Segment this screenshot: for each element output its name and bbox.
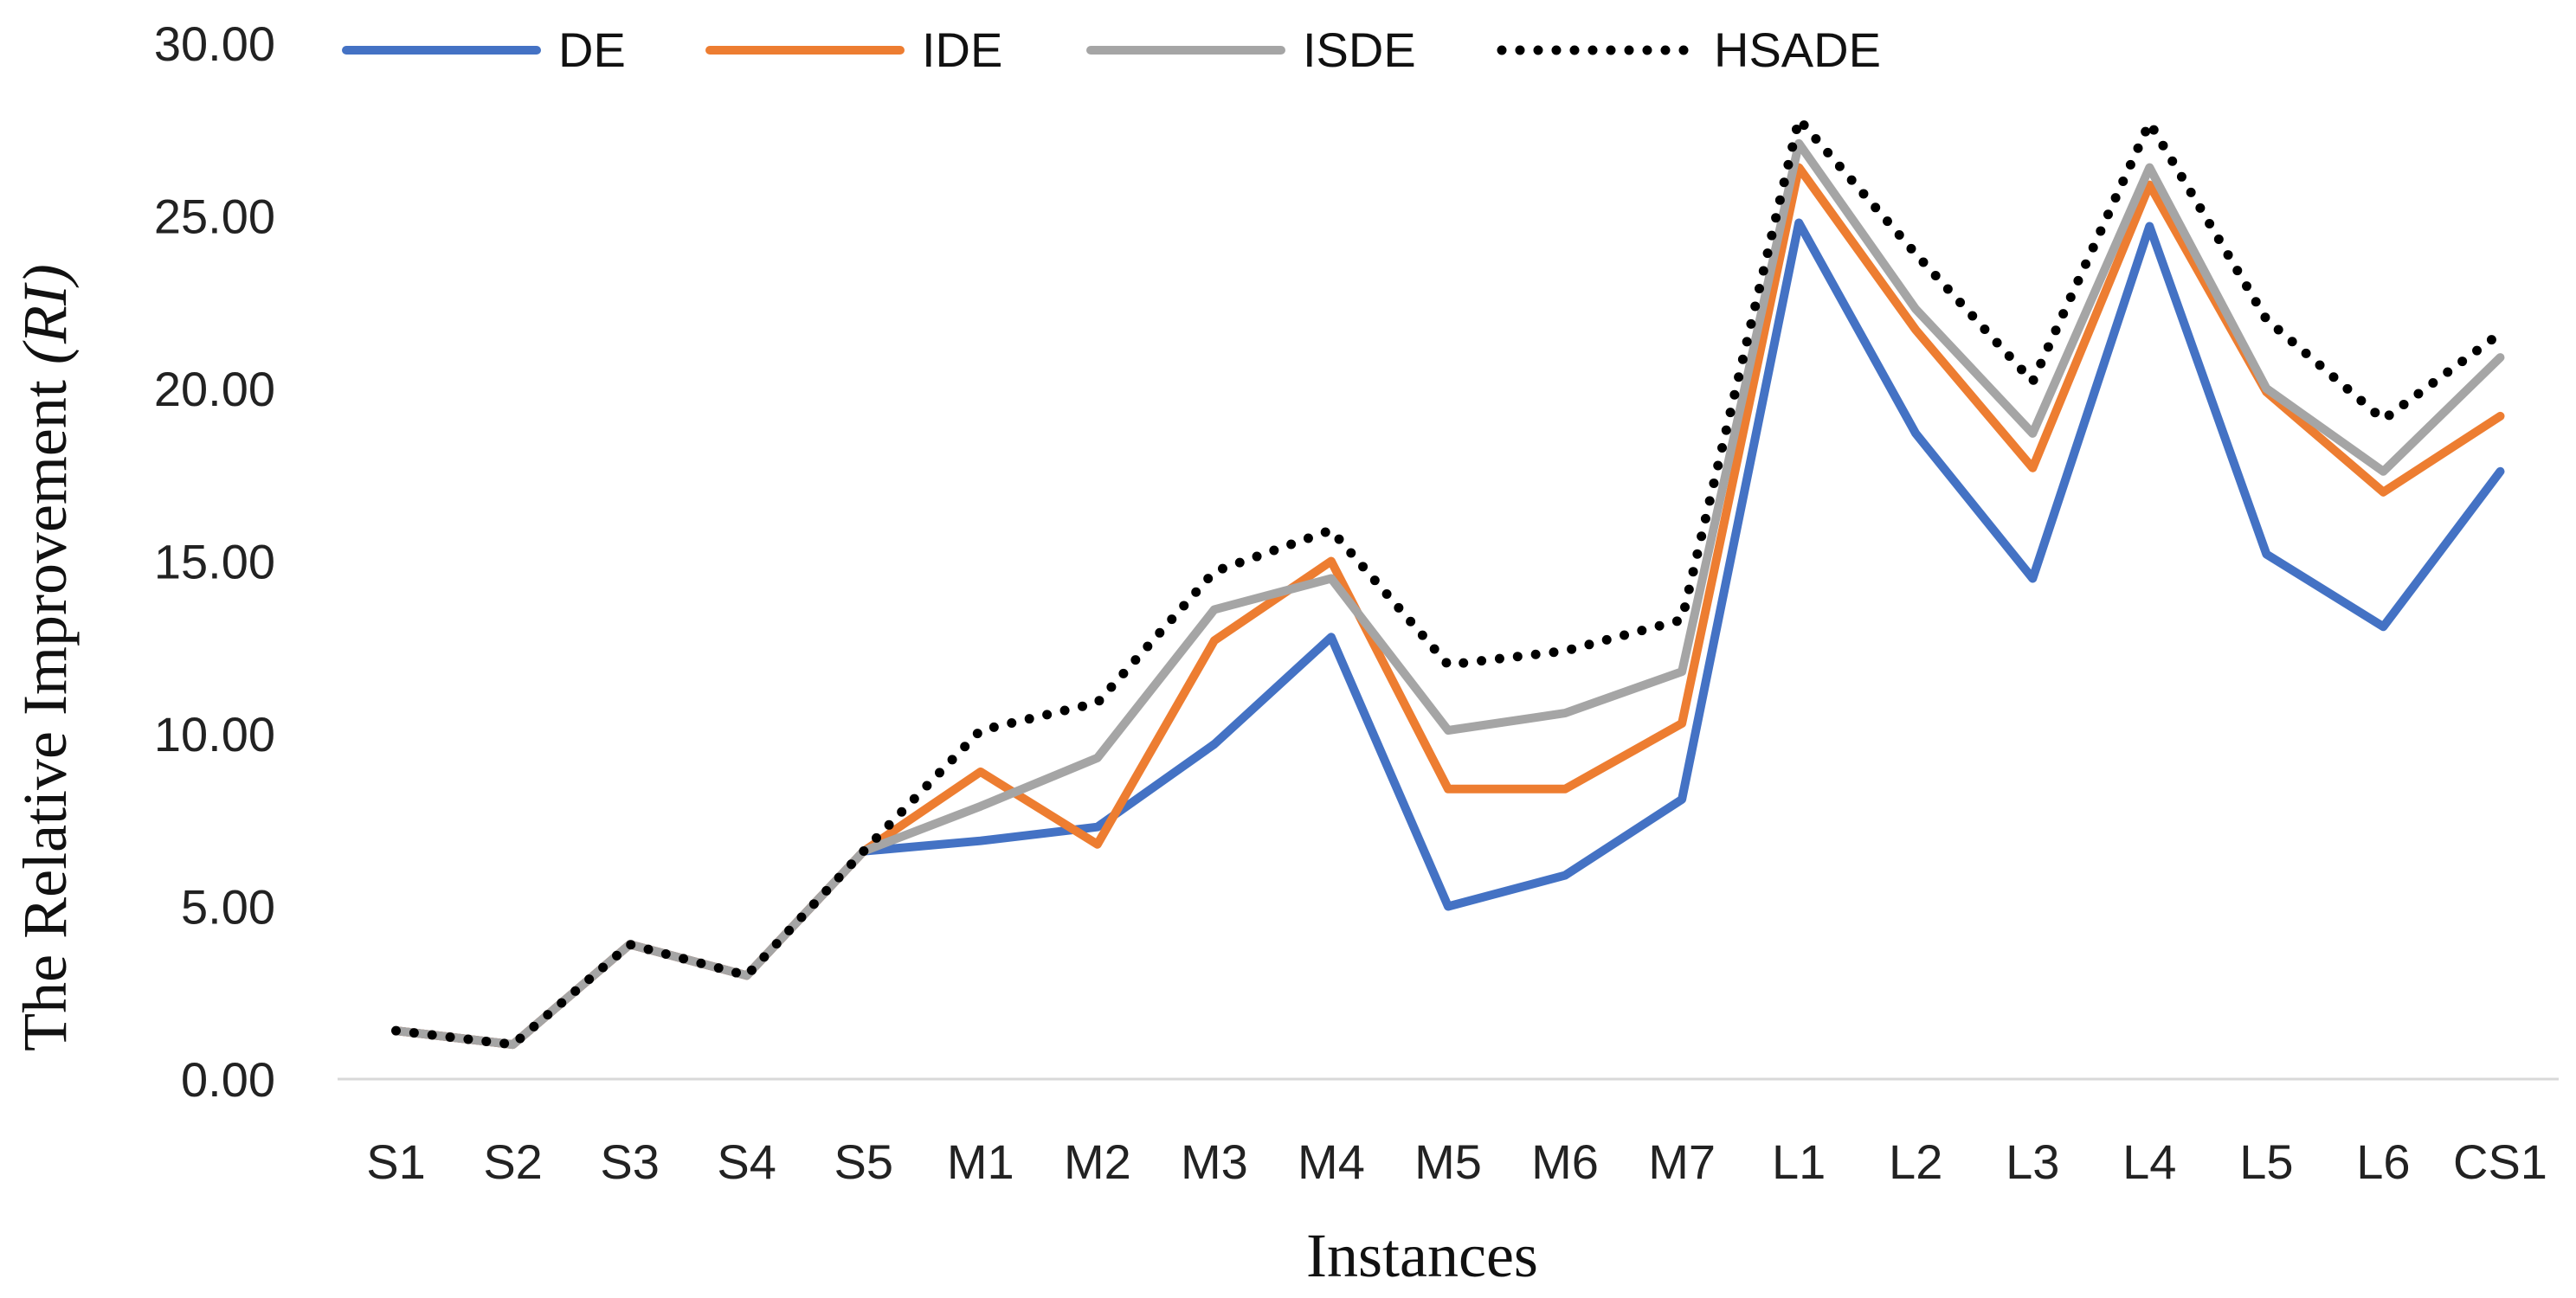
legend-label-de: DE xyxy=(558,22,626,77)
x-tick-label: CS1 xyxy=(2453,1134,2547,1189)
y-tick-label: 25.00 xyxy=(154,190,275,244)
series-lines xyxy=(391,114,2505,1050)
x-tick-label: M3 xyxy=(1181,1134,1248,1189)
x-tick-label: S5 xyxy=(834,1134,893,1189)
x-tick-label: L3 xyxy=(2006,1134,2059,1189)
y-axis-ticks: 0.00 5.00 10.00 15.00 20.00 25.00 30.00 xyxy=(154,16,275,1107)
y-tick-label: 5.00 xyxy=(181,880,275,935)
y-axis-title: The Relative Improvement (RI) xyxy=(10,264,80,1051)
y-axis-title-italic: (RI) xyxy=(10,264,80,364)
y-axis-title-main: The Relative Improvement xyxy=(10,364,80,1051)
x-axis-ticks: S1 S2 S3 S4 S5 M1 M2 M3 M4 M5 M6 M7 L1 L2 L3 L4 L5 L6 CS1 xyxy=(366,1134,2547,1189)
x-tick-label: L2 xyxy=(1889,1134,1942,1189)
series-line-isde xyxy=(391,138,2505,1050)
x-tick-label: M2 xyxy=(1064,1134,1131,1189)
y-tick-label: 10.00 xyxy=(154,707,275,761)
y-tick-label: 20.00 xyxy=(154,362,275,416)
x-tick-label: L5 xyxy=(2239,1134,2293,1189)
y-tick-label: 30.00 xyxy=(154,16,275,71)
legend-label-hsade: HSADE xyxy=(1714,22,1881,77)
series-line-hsade xyxy=(391,114,2505,1050)
x-tick-label: S4 xyxy=(717,1134,776,1189)
x-tick-label: S3 xyxy=(600,1134,660,1189)
x-tick-label: L4 xyxy=(2122,1134,2176,1189)
x-tick-label: S2 xyxy=(483,1134,543,1189)
x-tick-label: M1 xyxy=(947,1134,1014,1189)
x-tick-label: S1 xyxy=(366,1134,426,1189)
y-tick-label: 0.00 xyxy=(181,1052,275,1107)
legend: DE IDE ISDE HSADE xyxy=(342,22,1881,77)
x-tick-label: M5 xyxy=(1414,1134,1482,1189)
x-tick-label: M6 xyxy=(1531,1134,1599,1189)
x-tick-label: M7 xyxy=(1648,1134,1716,1189)
x-tick-label: L1 xyxy=(1772,1134,1826,1189)
series-line-de xyxy=(391,218,2505,1050)
x-tick-label: M4 xyxy=(1298,1134,1365,1189)
series-line-ide xyxy=(391,163,2505,1050)
x-axis-title: Instances xyxy=(1306,1221,1538,1290)
y-tick-label: 15.00 xyxy=(154,535,275,589)
legend-label-isde: ISDE xyxy=(1303,22,1416,77)
x-tick-label: L6 xyxy=(2356,1134,2410,1189)
legend-label-ide: IDE xyxy=(922,22,1002,77)
